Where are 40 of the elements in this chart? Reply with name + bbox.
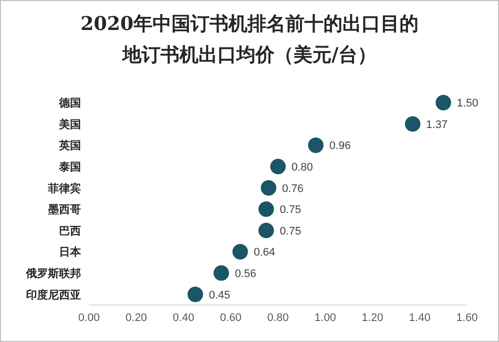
x-tick-label: 1.60	[456, 312, 478, 324]
x-tick-label: 0.60	[220, 312, 242, 324]
point	[212, 264, 231, 282]
data-label: 0.75	[280, 225, 302, 238]
point	[306, 136, 326, 154]
point	[186, 285, 205, 304]
x-tick-label: 0.20	[126, 312, 147, 324]
y-tick-label: 菲律宾	[47, 182, 81, 195]
data-label: 0.80	[292, 161, 313, 174]
data-label: 1.50	[456, 98, 478, 110]
y-tick-label: 巴西	[59, 224, 81, 238]
point	[434, 93, 453, 112]
y-tick-label: 日本	[59, 246, 82, 259]
data-label: 0.56	[234, 268, 256, 280]
point	[256, 200, 276, 218]
y-tick-label: 美国	[58, 118, 81, 131]
point	[403, 114, 422, 134]
y-tick-label: 泰国	[58, 160, 81, 174]
x-tick-label: 0.80	[267, 312, 289, 324]
y-tick-label: 印度尼西亚	[26, 288, 81, 302]
data-label: 0.96	[329, 140, 351, 152]
y-tick-label: 俄罗斯联邦	[25, 266, 81, 280]
data-label: 0.75	[280, 204, 302, 216]
x-tick-label: 0.00	[78, 312, 100, 324]
data-label: 0.76	[282, 182, 304, 195]
point	[268, 157, 288, 176]
point	[256, 221, 276, 240]
x-tick-label: 1.40	[409, 312, 430, 324]
x-tick-label: 0.40	[172, 312, 194, 324]
data-label: 0.64	[254, 246, 276, 259]
y-tick-label: 墨西哥	[47, 203, 81, 216]
chart-title: 2020年中国订书机排名前十的出口目的地订书机出口均价（美元/台）	[80, 12, 420, 68]
x-tick-label: 1.00	[314, 312, 336, 324]
point	[230, 242, 250, 261]
data-label: 1.37	[426, 118, 448, 131]
data-label: 0.45	[208, 289, 230, 302]
x-tick-label: 1.20	[362, 312, 384, 324]
y-tick-label: 英国	[58, 139, 81, 152]
point	[259, 178, 278, 198]
y-tick-label: 德国	[58, 96, 81, 110]
